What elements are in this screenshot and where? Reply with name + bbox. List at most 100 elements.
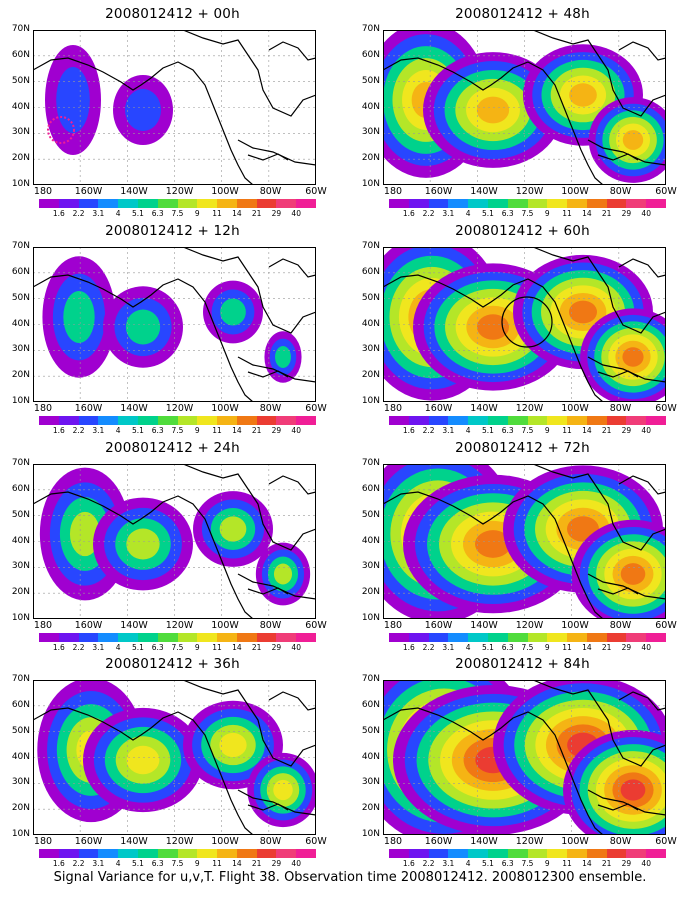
colorbar-label: 29 — [621, 426, 632, 435]
colorbar-label: 2.2 — [72, 426, 85, 435]
lon-tick-label: 140W — [120, 403, 148, 414]
colorbar-label: 3.1 — [92, 209, 105, 218]
colorbar-swatch — [197, 416, 218, 425]
colorbar-label: 9 — [544, 426, 550, 435]
colorbar-swatch — [276, 633, 297, 642]
lon-tick-label: 140W — [470, 403, 498, 414]
lat-tick-label: 10N — [361, 396, 380, 406]
colorbar-swatch — [448, 633, 469, 642]
colorbar-swatch — [137, 416, 159, 425]
colorbar-swatch — [586, 633, 608, 642]
colorbar-swatch — [428, 849, 449, 858]
lat-tick-label: 60N — [361, 483, 380, 494]
colorbar-swatch — [137, 199, 159, 208]
lon-tick-label: 180 — [383, 620, 403, 631]
colorbar-swatch — [428, 199, 449, 208]
lat-tick-label: 50N — [11, 509, 30, 520]
colorbar-label: 11 — [212, 209, 222, 218]
colorbar-label: 11 — [562, 209, 572, 218]
map-panel-p60: 2008012412 + 60h 70N 60N 50N 40N 30N 20N 10N 180… — [350, 223, 695, 441]
lat-tick-label: 10N — [11, 179, 30, 189]
forecast-map — [383, 464, 666, 619]
colorbar-swatch — [468, 633, 489, 642]
colorbar-label: 4 — [465, 859, 471, 868]
colorbar-label: 40 — [641, 859, 651, 868]
lon-tick-label: 60W — [655, 186, 677, 197]
map-panel-p84: 2008012412 + 84h 70N 60N 50N 40N 30N 20N 10N 180… — [350, 656, 695, 874]
colorbar-label: 14 — [232, 643, 242, 652]
colorbar-swatch — [197, 199, 218, 208]
colorbar-label: 40 — [291, 643, 301, 652]
coastline — [532, 30, 666, 117]
verification-region-circle — [501, 296, 553, 348]
lon-tick-label: 100W — [561, 836, 589, 847]
colorbar — [389, 633, 667, 642]
colorbar-label: 40 — [291, 209, 301, 218]
coastline — [383, 491, 604, 619]
colorbar-label: 4 — [115, 426, 121, 435]
colorbar-swatch — [487, 416, 509, 425]
forecast-map — [383, 247, 666, 402]
colorbar-label: 2.2 — [422, 643, 435, 652]
lat-tick-label: 50N — [361, 725, 380, 736]
lat-tick-label: 50N — [11, 292, 30, 303]
colorbar-label: 3.1 — [92, 426, 105, 435]
colorbar-label: 21 — [251, 209, 262, 218]
coastline — [618, 475, 666, 495]
lat-tick-label: 20N — [361, 153, 380, 164]
panel-title: 2008012412 + 84h — [455, 656, 590, 672]
lat-tick-label: 70N — [11, 458, 30, 468]
colorbar-swatch — [626, 633, 647, 642]
forecast-map — [33, 464, 316, 619]
colorbar-swatch — [177, 416, 198, 425]
colorbar-label: 1.6 — [52, 209, 65, 218]
lat-tick-label: 70N — [11, 241, 30, 251]
lat-tick-label: 60N — [361, 266, 380, 277]
lat-tick-label: 10N — [361, 829, 380, 839]
figure-caption: Signal Variance for u,v,T. Flight 38. Ob… — [53, 870, 647, 885]
lat-tick-label: 40N — [11, 535, 30, 546]
colorbar-swatch — [39, 849, 60, 858]
panel-title: 2008012412 + 48h — [455, 6, 590, 22]
forecast-map — [33, 680, 316, 835]
colorbar-swatch — [389, 849, 410, 858]
lat-tick-label: 30N — [361, 561, 380, 572]
colorbar-swatch — [547, 199, 568, 208]
colorbar-swatch — [646, 416, 667, 425]
colorbar-swatch — [389, 199, 410, 208]
colorbar-swatch — [98, 633, 119, 642]
colorbar-label: 9 — [194, 426, 200, 435]
colorbar-label: 4 — [115, 643, 121, 652]
colorbar-swatch — [98, 849, 119, 858]
colorbar-label: 1.6 — [402, 859, 415, 868]
coastline — [33, 57, 254, 185]
colorbar-label: 2.2 — [72, 859, 85, 868]
lat-tick-label: 30N — [11, 777, 30, 788]
colorbar-swatch — [256, 416, 277, 425]
colorbar-swatch — [408, 416, 430, 425]
colorbar-label: 3.1 — [442, 209, 455, 218]
coastline — [237, 789, 316, 816]
coastline — [587, 789, 666, 816]
colorbar-label: 1.6 — [402, 643, 415, 652]
colorbar-swatch — [256, 633, 277, 642]
lon-tick-label: 160W — [74, 186, 103, 197]
colorbar-label: 40 — [641, 426, 651, 435]
coastline — [247, 153, 289, 161]
coastline — [182, 247, 316, 334]
colorbar-label: 9 — [194, 859, 200, 868]
colorbar-label: 29 — [621, 643, 632, 652]
colorbar-swatch — [487, 633, 509, 642]
lon-tick-label: 100W — [561, 620, 589, 631]
colorbar-swatch — [236, 849, 258, 858]
colorbar-label: 3.1 — [92, 859, 105, 868]
lat-tick-label: 30N — [11, 561, 30, 572]
colorbar-swatch — [217, 416, 238, 425]
lon-tick-label: 60W — [305, 403, 327, 414]
target-region-marker — [47, 116, 75, 144]
lat-tick-label: 30N — [361, 344, 380, 355]
lon-tick-label: 60W — [305, 186, 327, 197]
coastline — [237, 139, 316, 166]
colorbar-label: 21 — [251, 643, 262, 652]
colorbar-swatch — [468, 416, 489, 425]
